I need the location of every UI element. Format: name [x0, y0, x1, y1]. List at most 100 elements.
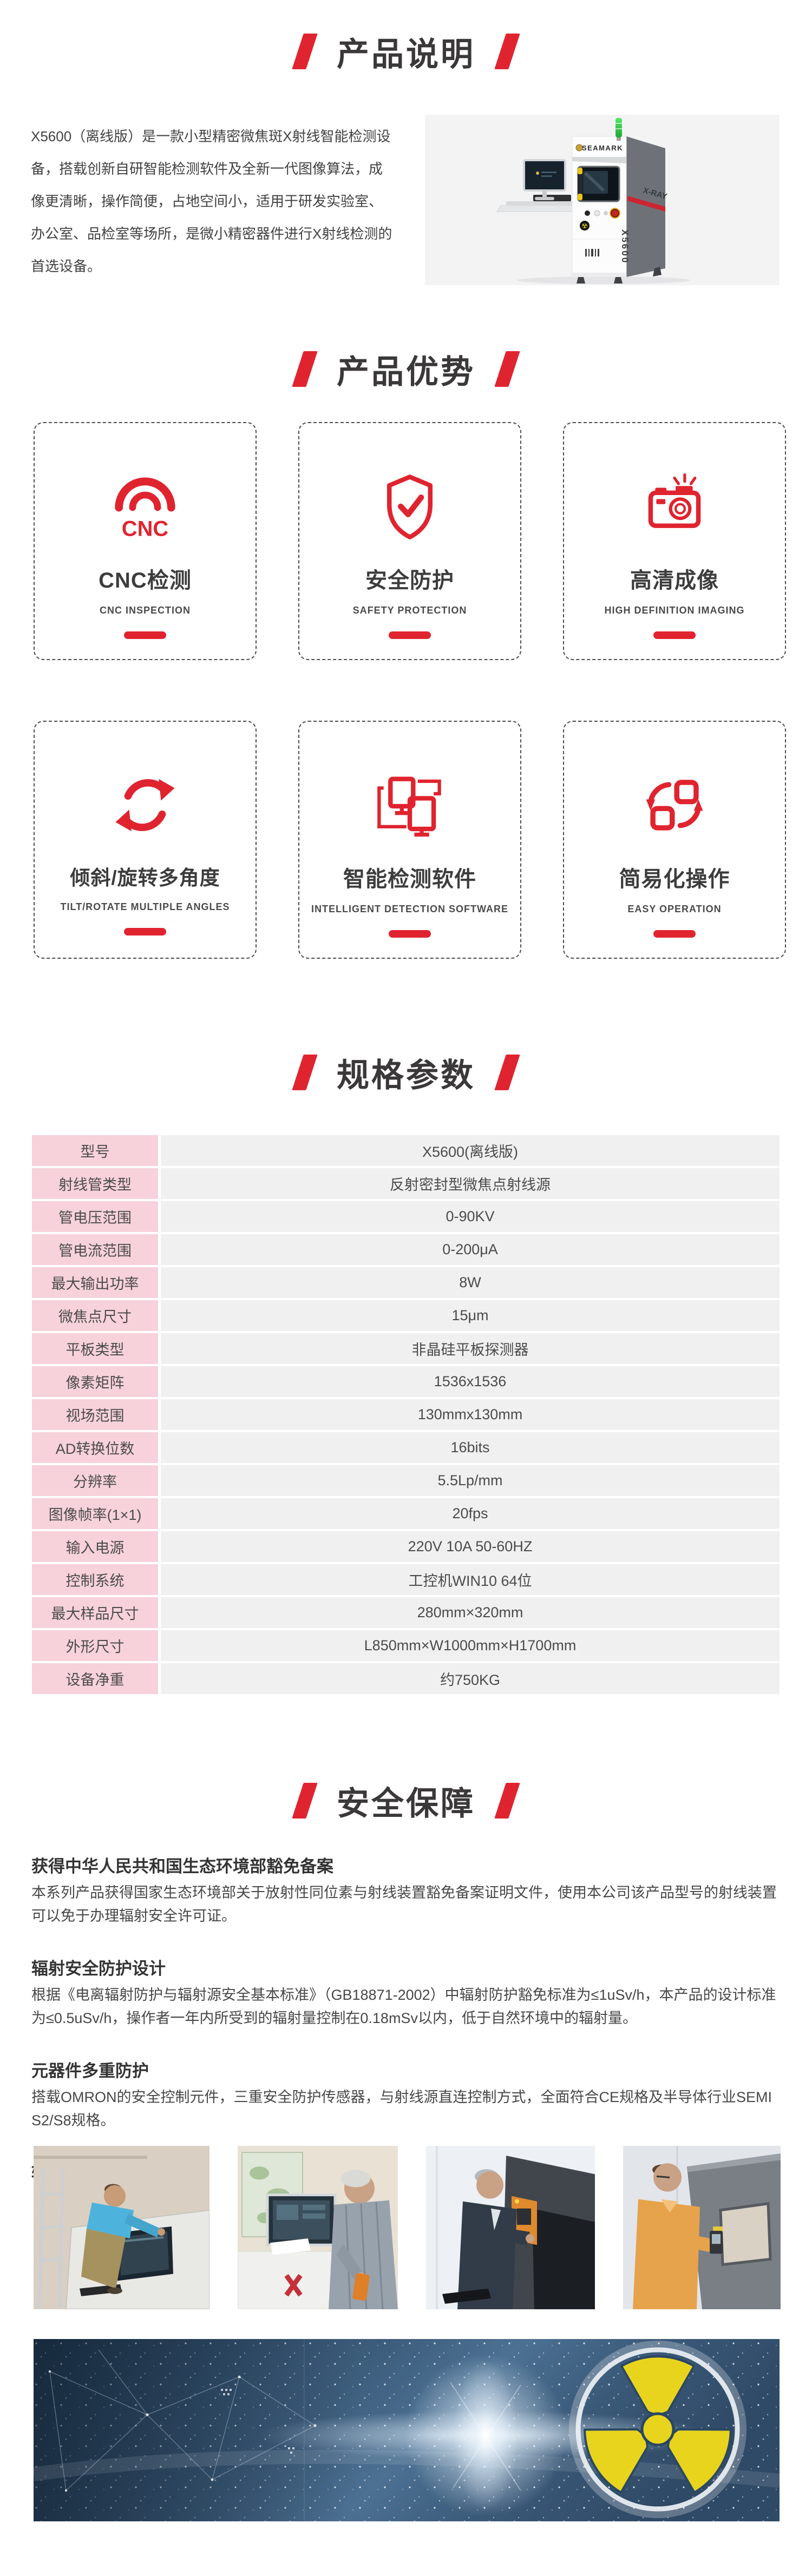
advantage-subtitle: INTELLIGENT DETECTION SOFTWARE	[311, 904, 508, 914]
advantage-title: CNC检测	[99, 569, 192, 592]
spec-label: 输入电源	[32, 1531, 158, 1562]
safety-body: 本系列产品获得国家生态环境部关于放射性同位素与射线装置豁免备案证明文件，使用本公…	[31, 1885, 777, 1924]
spec-value: L850mm×W1000mm×H1700mm	[161, 1630, 780, 1661]
radiation-banner-image	[34, 2339, 780, 2521]
swap-squares-icon	[564, 770, 785, 840]
rotate-arrows-icon	[35, 770, 256, 840]
advantage-card-imaging: 高清成像 HIGH DEFINITION IMAGING	[563, 422, 786, 660]
safety-text-blocks: 获得中华人民共和国生态环境部豁免备案 本系列产品获得国家生态环境部关于放射性同位…	[31, 1853, 781, 2188]
spec-label: AD转换位数	[32, 1432, 158, 1463]
advantage-title: 智能检测软件	[343, 867, 476, 891]
table-row: AD转换位数 16bits	[32, 1432, 780, 1463]
site-photo-4	[623, 2146, 781, 2309]
spec-value: 0-90KV	[161, 1201, 780, 1232]
safety-heading: 辐射安全防护设计	[31, 1959, 166, 1978]
signal-tower	[615, 118, 622, 137]
table-row: 图像帧率(1×1) 20fps	[32, 1498, 780, 1529]
section-title-specifications: 规格参数	[337, 1057, 475, 1093]
network-mesh	[49, 2339, 316, 2521]
spec-label: 最大样品尺寸	[32, 1597, 158, 1628]
red-bar-decoration	[653, 631, 696, 639]
red-slash-icon	[292, 351, 318, 387]
safety-body: 根据《电离辐射防护与辐射源安全基本标准》（GB18871-2002）中辐射防护豁…	[31, 1987, 776, 2026]
spec-value: 15μm	[161, 1300, 780, 1331]
spec-label: 控制系统	[32, 1564, 158, 1595]
spec-label: 设备净重	[32, 1663, 158, 1694]
spec-label: 像素矩阵	[32, 1366, 158, 1397]
spec-label: 视场范围	[32, 1399, 158, 1430]
advantage-title: 安全防护	[365, 569, 454, 592]
table-row: 管电压范围 0-90KV	[32, 1201, 780, 1232]
table-row: 微焦点尺寸 15μm	[32, 1300, 780, 1331]
table-row: 分辨率 5.5Lp/mm	[32, 1465, 780, 1496]
table-row: 型号 X5600(离线版)	[32, 1135, 780, 1166]
table-row: 射线管类型 反射密封型微焦点射线源	[32, 1168, 780, 1199]
radiation-trefoil-icon	[569, 2341, 746, 2518]
spec-value: 220V 10A 50-60HZ	[161, 1531, 780, 1562]
red-slash-icon	[292, 1783, 318, 1819]
advantage-card-tilt-rotate: 倾斜/旋转多角度 TILT/ROTATE MULTIPLE ANGLES	[34, 721, 257, 959]
brand-label: SEAMARK	[582, 144, 623, 152]
spec-value: 约750KG	[161, 1663, 780, 1694]
red-bar-decoration	[124, 631, 166, 639]
svg-text:CNC: CNC	[122, 517, 168, 541]
site-photo-3	[426, 2146, 595, 2309]
spec-value: X5600(离线版)	[161, 1135, 780, 1166]
spec-value: 5.5Lp/mm	[161, 1465, 780, 1496]
xray-machine-illustration: SEAMARK ☢ X5600	[425, 115, 780, 285]
spec-label: 管电压范围	[32, 1201, 158, 1232]
advantage-card-safety: 安全防护 SAFETY PROTECTION	[298, 422, 521, 660]
table-row: 管电流范围 0-200μA	[32, 1234, 780, 1265]
site-photo-2	[238, 2146, 398, 2309]
spec-label: 分辨率	[32, 1465, 158, 1496]
spec-label: 射线管类型	[32, 1168, 158, 1199]
xray-stripe	[627, 196, 665, 212]
spec-label: 外形尺寸	[32, 1630, 158, 1661]
red-slash-icon	[494, 1783, 520, 1819]
spec-label: 最大输出功率	[32, 1267, 158, 1298]
red-bar-decoration	[653, 930, 696, 938]
advantage-subtitle: SAFETY PROTECTION	[352, 605, 467, 616]
section-header-safety: 安全保障	[0, 1779, 812, 1822]
table-row: 设备净重 约750KG	[32, 1663, 780, 1694]
red-slash-icon	[292, 34, 318, 69]
spec-label: 型号	[32, 1135, 158, 1166]
safety-heading: 元器件多重防护	[31, 2061, 149, 2080]
product-photo: SEAMARK ☢ X5600	[425, 115, 780, 285]
site-photo-1	[34, 2146, 209, 2309]
connected-devices-icon	[299, 770, 520, 840]
spec-value: 工控机WIN10 64位	[161, 1564, 780, 1595]
model-label: X5600	[620, 229, 630, 264]
door-handle	[578, 168, 582, 200]
barcode-detail	[585, 249, 599, 256]
red-bar-decoration	[389, 930, 431, 938]
spec-value: 16bits	[161, 1432, 780, 1463]
product-description-text: X5600（离线版）是一款小型精密微焦斑X射线智能检测设备，搭载创新自研智能检测…	[31, 128, 392, 274]
advantage-card-software: 智能检测软件 INTELLIGENT DETECTION SOFTWARE	[298, 721, 521, 959]
radiation-label-icon	[580, 221, 590, 230]
svg-text:☢: ☢	[581, 222, 588, 230]
advantage-subtitle: EASY OPERATION	[627, 904, 722, 914]
shield-check-icon	[299, 472, 520, 541]
table-row: 外形尺寸 L850mm×W1000mm×H1700mm	[32, 1630, 780, 1661]
spec-value: 20fps	[161, 1498, 780, 1529]
brand-logo-icon	[575, 144, 583, 151]
table-row: 控制系统 工控机WIN10 64位	[32, 1564, 780, 1595]
section-header-product-description: 产品说明	[0, 30, 812, 73]
spec-label: 平板类型	[32, 1333, 158, 1364]
camera-icon	[564, 472, 785, 541]
advantage-title: 倾斜/旋转多角度	[70, 867, 220, 889]
advantage-title: 高清成像	[630, 569, 719, 592]
red-bar-decoration	[124, 928, 166, 935]
safety-body: 搭载OMRON的安全控制元件，三重安全防护传感器，与射线源直连控制方式，全面符合…	[31, 2089, 772, 2129]
safety-heading: 获得中华人民共和国生态环境部豁免备案	[31, 1857, 333, 1876]
table-row: 最大输出功率 8W	[32, 1267, 780, 1298]
radiation-test-photos	[34, 2146, 781, 2309]
section-header-product-advantages: 产品优势	[0, 347, 812, 391]
red-slash-icon	[494, 34, 520, 69]
table-row: 像素矩阵 1536x1536	[32, 1366, 780, 1397]
section-title-product-description: 产品说明	[337, 36, 475, 73]
spec-table: 型号 X5600(离线版) 射线管类型 反射密封型微焦点射线源 管电压范围 0-90K…	[32, 1135, 780, 1696]
red-slash-icon	[494, 1055, 520, 1090]
